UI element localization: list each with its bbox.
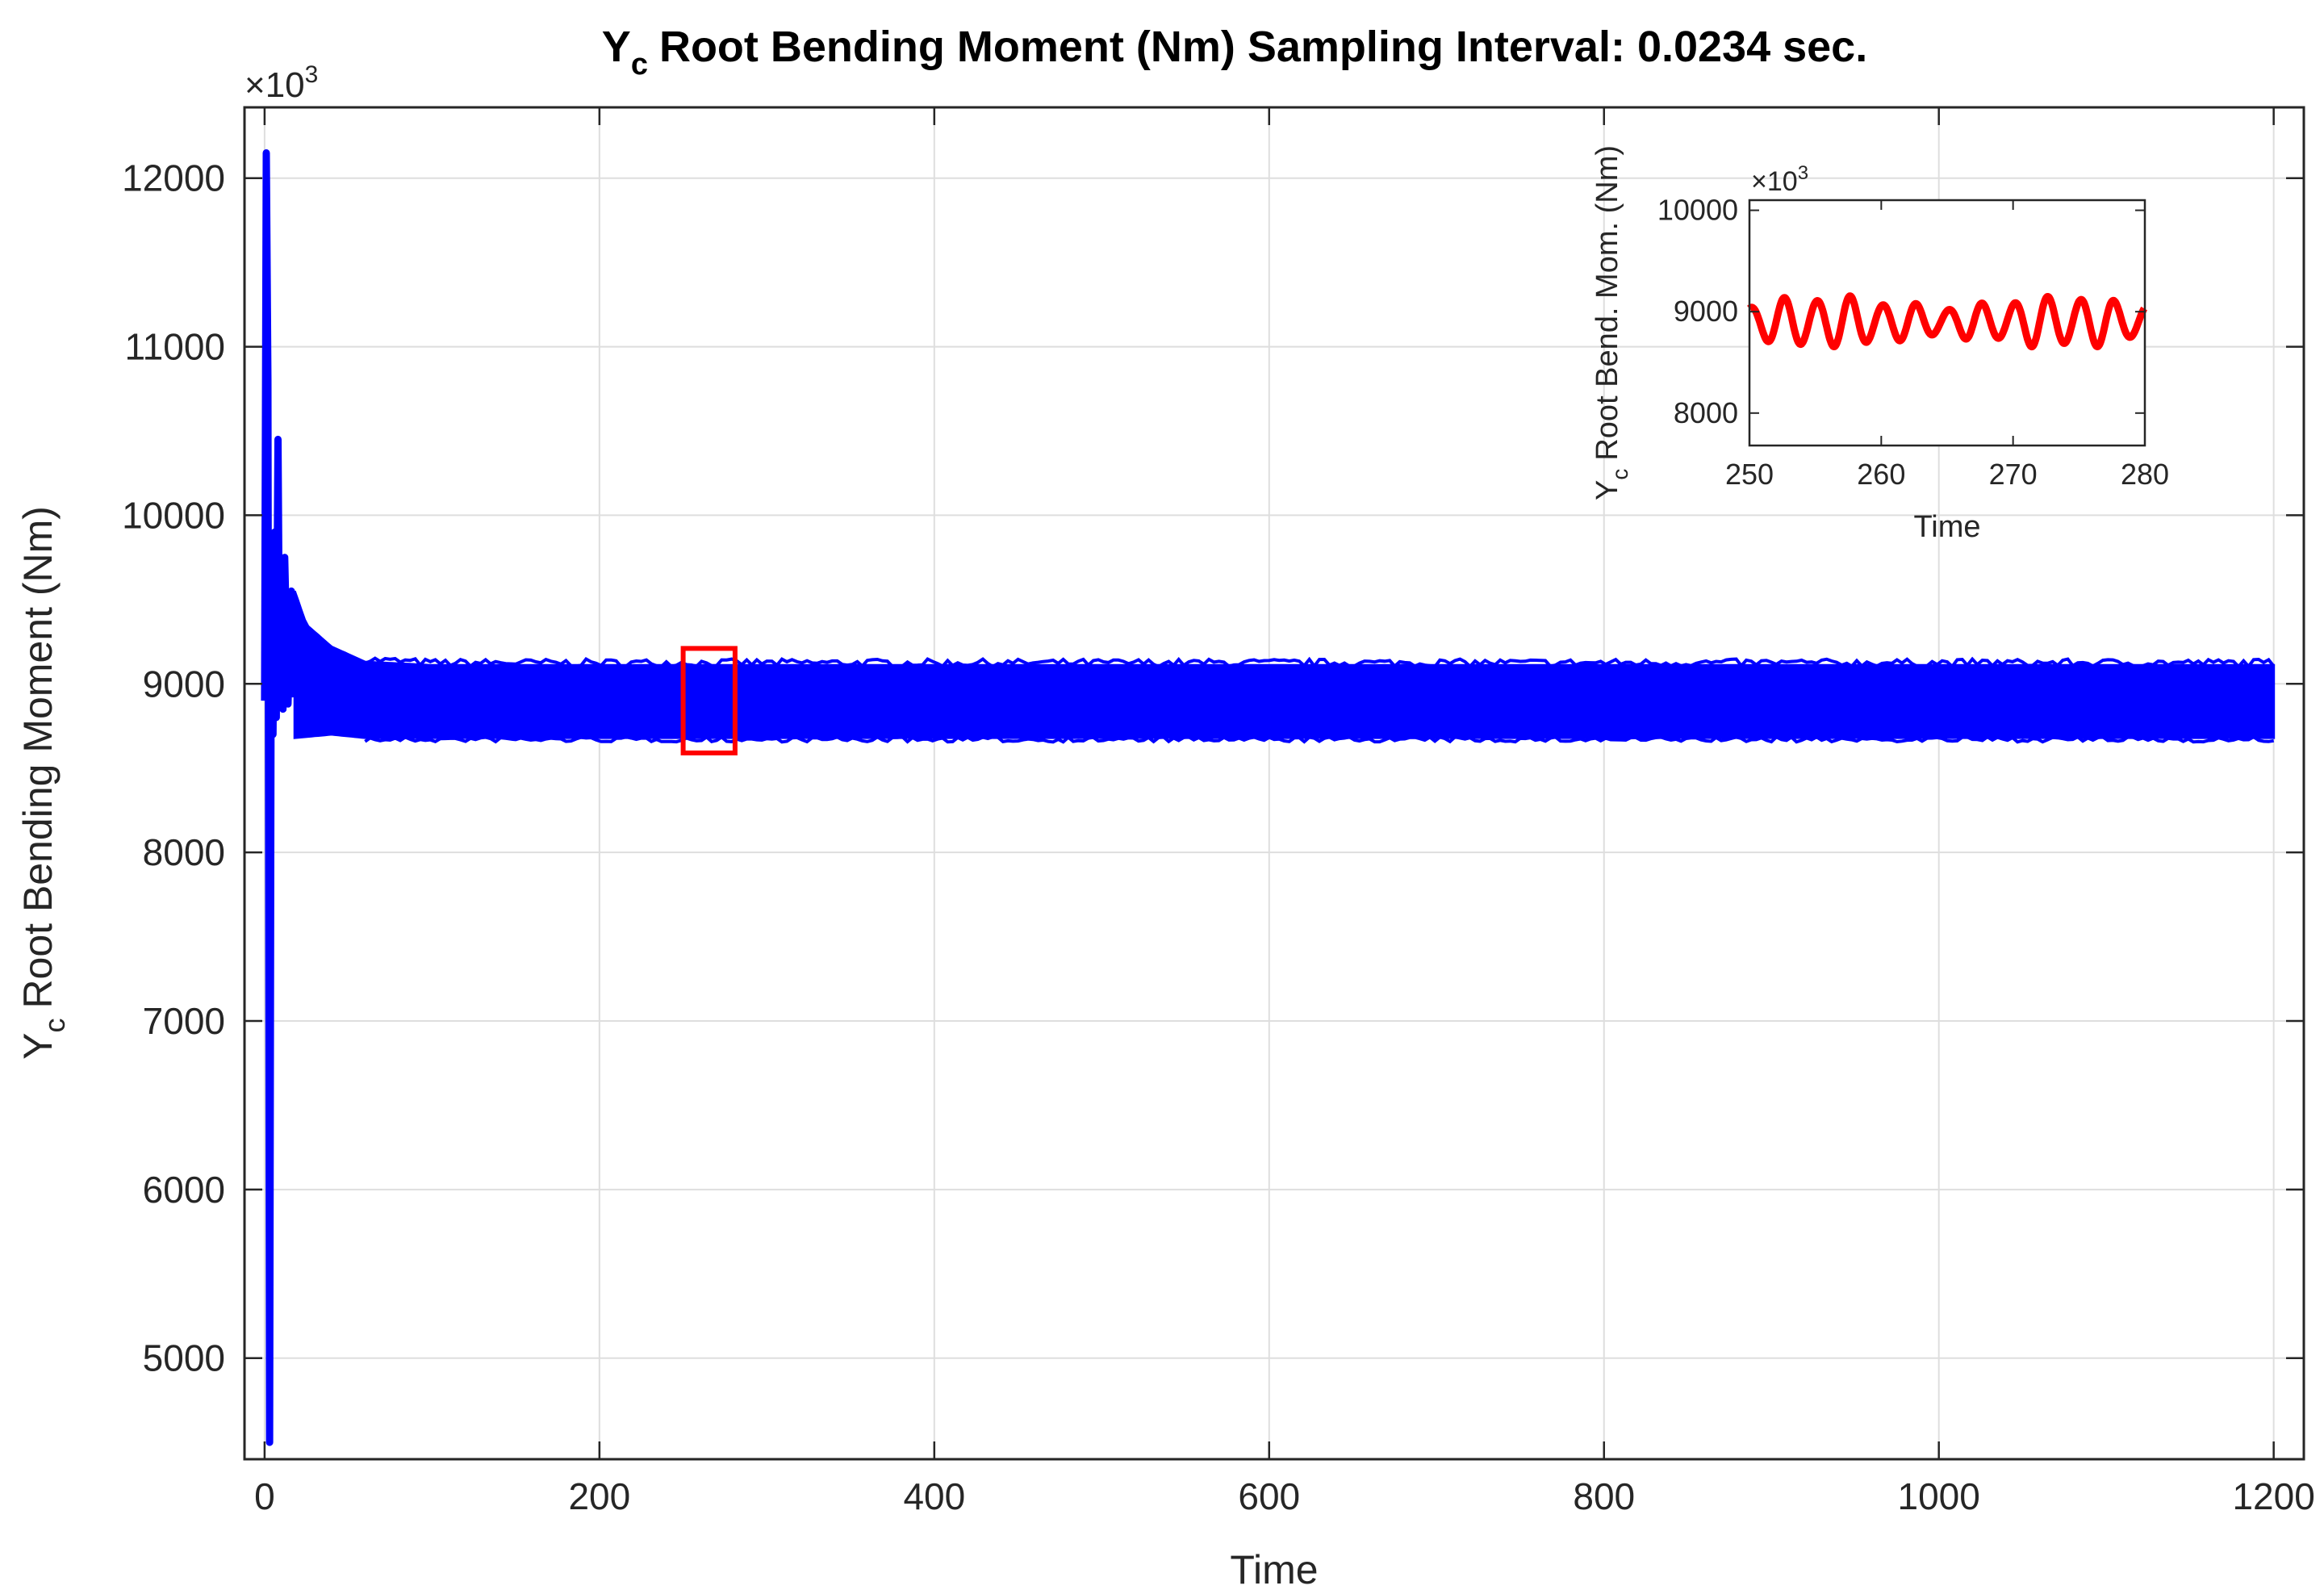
zoom-highlight-box [680, 646, 738, 755]
inset-x-tick-label: 270 [1989, 458, 2038, 491]
y-tick-label: 9000 [143, 663, 225, 705]
inset-axes: 250 260 270 280 8000 9000 10000 [1657, 194, 2169, 491]
y-axis-label: Yc Root Bending Moment (Nm) [15, 506, 71, 1060]
y-tick-label: 12000 [122, 157, 225, 199]
chart-title: Yc Root Bending Moment (Nm) Sampling Inte… [602, 23, 1867, 82]
inset-y-tick-label: 10000 [1657, 194, 1738, 227]
x-tick-label: 1000 [1898, 1475, 1980, 1517]
x-tick-label: 400 [903, 1475, 965, 1517]
main-ticks: 0 200 400 600 800 1000 1200 5000 6000 7000 8000 900… [122, 107, 2315, 1517]
inset-y-tick-label: 9000 [1674, 295, 1738, 328]
chart-title-rest: Root Bending Moment (Nm) Sampling Interv… [659, 23, 1867, 71]
chart-title-sub: c [631, 48, 648, 82]
inset-x-tick-label: 260 [1857, 458, 1905, 491]
main-axes-frame [243, 106, 2305, 1461]
inset-y-axis-multiplier-exp: 3 [1798, 162, 1808, 184]
inset-y-axis-label: Yc Root Bend. Mom. (Nm) [1590, 145, 1632, 500]
y-axis-label-rest: Root Bending Moment (Nm) [15, 506, 61, 1008]
x-axis-label: Time [1230, 1547, 1318, 1592]
x-tick-label: 800 [1573, 1475, 1635, 1517]
inset-series [1746, 292, 2148, 351]
x-tick-label: 200 [568, 1475, 630, 1517]
y-tick-label: 7000 [143, 1000, 225, 1042]
inset-y-axis-label-main: Y [1590, 480, 1624, 500]
y-axis-multiplier-exp: 3 [305, 61, 319, 88]
inset-y-axis-multiplier: ×103 [1751, 162, 1808, 197]
inset-series-line [1746, 292, 2148, 351]
inset-x-tick-label: 250 [1725, 458, 1774, 491]
main-series-transient [261, 149, 299, 1446]
y-tick-label: 5000 [143, 1337, 225, 1379]
inset-x-axis-label: Time [1913, 510, 1980, 544]
inset-ticks: 250 260 270 280 8000 9000 10000 [1657, 194, 2169, 491]
inset-x-tick-label: 280 [2121, 458, 2169, 491]
y-tick-label: 6000 [143, 1169, 225, 1211]
y-tick-label: 10000 [122, 494, 225, 536]
inset-y-axis-label-sub: c [1607, 469, 1632, 480]
x-tick-label: 600 [1238, 1475, 1300, 1517]
inset-y-tick-label: 8000 [1674, 396, 1738, 429]
inset-y-axis-label-rest: Root Bend. Mom. (Nm) [1590, 145, 1624, 461]
inset-plot-area [1749, 200, 2145, 446]
inset-y-axis-multiplier-base: ×10 [1751, 166, 1798, 197]
x-tick-label: 0 [254, 1475, 275, 1517]
y-axis-label-sub: c [38, 1019, 71, 1033]
y-axis-multiplier: ×103 [245, 61, 318, 105]
inset-axes-frame [1748, 199, 2146, 447]
main-highlight-layer [680, 646, 738, 755]
y-axis-label-main: Y [15, 1033, 61, 1060]
y-axis-multiplier-base: ×10 [245, 65, 305, 105]
y-tick-label: 11000 [124, 326, 225, 368]
x-tick-label: 1200 [2232, 1475, 2314, 1517]
y-tick-label: 8000 [143, 831, 225, 873]
chart-title-main: Y [602, 23, 631, 71]
